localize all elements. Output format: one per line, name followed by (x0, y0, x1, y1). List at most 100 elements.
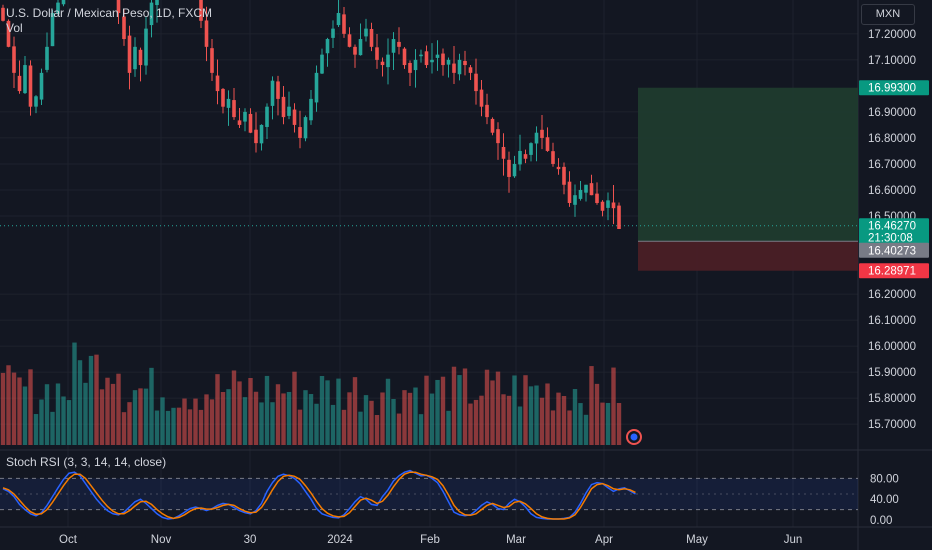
candle (149, 2, 154, 26)
volume-bar (259, 402, 264, 445)
volume-bar (149, 367, 154, 445)
loss-zone (638, 241, 858, 271)
candle (419, 54, 423, 57)
volume-bar (242, 397, 248, 445)
volume-bar (506, 395, 512, 445)
stoch-tick-label: 40.00 (870, 494, 899, 506)
candle (116, 0, 121, 14)
candle (380, 61, 385, 66)
volume-bar (17, 377, 22, 445)
volume-bar (198, 409, 204, 445)
candle (292, 109, 297, 125)
volume-bar (110, 383, 116, 445)
candle (578, 189, 583, 199)
volume-bar (446, 410, 451, 445)
candle (518, 150, 522, 165)
candle (336, 13, 341, 26)
candle (270, 80, 275, 106)
candle (281, 96, 286, 118)
volume-bar (501, 394, 506, 445)
currency-button[interactable]: MXN (861, 4, 915, 25)
candle (320, 54, 324, 74)
candle (468, 67, 473, 73)
time-tick-label: Apr (595, 534, 613, 546)
volume-bar (347, 392, 352, 445)
volume-bar (473, 399, 479, 445)
volume-bar (462, 368, 468, 445)
candle (523, 154, 528, 159)
stop-loss-label: 16.28971 (868, 266, 916, 278)
candle (232, 100, 236, 118)
candle (199, 0, 203, 21)
candle (463, 60, 467, 66)
candle (446, 59, 451, 65)
candle (314, 72, 319, 103)
candle (375, 47, 379, 60)
volume-bar (374, 414, 380, 445)
volume-bar (77, 360, 83, 445)
volume-legend: Vol (6, 21, 23, 35)
volume-bar (28, 369, 33, 445)
candle (265, 106, 269, 127)
candle (34, 96, 38, 107)
candle (61, 0, 66, 5)
time-tick-label: Jun (784, 534, 803, 546)
volume-bar (583, 414, 589, 445)
volume-bars (0, 342, 622, 445)
candle (243, 111, 247, 122)
time-tick-label: 2024 (327, 534, 353, 546)
price-tick-label: 16.00000 (868, 341, 916, 353)
candle (276, 81, 280, 99)
volume-bar (33, 414, 39, 445)
volume-bar (380, 392, 385, 445)
stoch-d-line (2, 471, 636, 520)
volume-bar (154, 410, 160, 445)
time-tick-label: Feb (420, 534, 440, 546)
volume-bar (50, 411, 55, 445)
price-tick-label: 15.70000 (868, 419, 916, 431)
candle (441, 53, 445, 66)
volume-bar (330, 404, 336, 445)
volume-bar (435, 379, 440, 445)
candle (617, 205, 621, 230)
candle (287, 106, 291, 116)
volume-bar (369, 400, 374, 445)
candle (353, 46, 357, 55)
volume-bar (292, 371, 297, 445)
candle (221, 88, 225, 107)
volume-bar (440, 376, 446, 445)
time-tick-label: Nov (151, 534, 172, 546)
volume-bar (567, 410, 572, 445)
volume-bar (550, 410, 556, 445)
candle (606, 200, 610, 208)
candle (479, 89, 484, 107)
candle (122, 16, 126, 40)
volume-bar (121, 412, 127, 445)
candle (369, 29, 374, 47)
us-flag-icon-inner (630, 433, 638, 441)
volume-bar (99, 389, 105, 445)
volume-bar (209, 399, 215, 445)
candle (501, 146, 506, 159)
volume-bar (429, 393, 435, 445)
volume-bar (314, 403, 319, 445)
indicator-legend: Stoch RSI (3, 3, 14, 14, close) (6, 455, 167, 469)
volume-bar (512, 375, 517, 445)
volume-bar (83, 382, 88, 445)
candle (452, 63, 456, 73)
candle (600, 201, 605, 211)
volume-bar (264, 375, 270, 445)
volume-bar (176, 407, 182, 445)
volume-bar (523, 375, 528, 445)
volume-bar (6, 365, 11, 445)
candle (347, 34, 352, 47)
candle (584, 184, 588, 193)
volume-bar (578, 403, 583, 445)
candle (248, 113, 253, 133)
candle (397, 41, 401, 47)
volume-bar (336, 378, 341, 445)
volume-bar (539, 397, 545, 445)
volume-bar (391, 399, 396, 445)
volume-bar (165, 410, 171, 445)
